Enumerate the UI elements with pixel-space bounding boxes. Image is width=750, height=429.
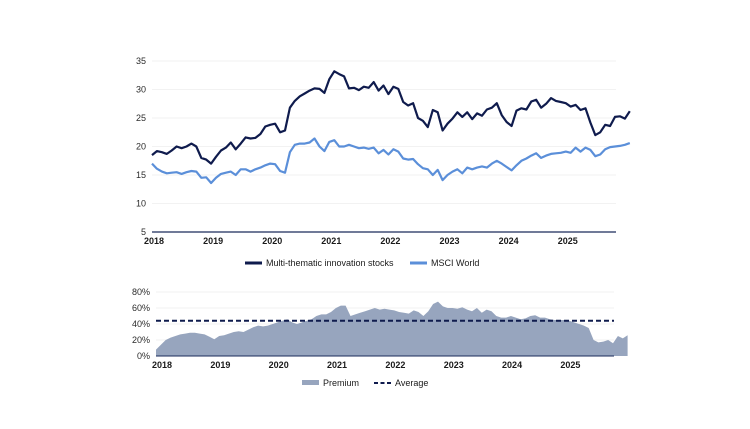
legend-label-average: Average [395, 378, 428, 388]
top-y-tick-label: 20 [136, 142, 146, 152]
top-y-tick-label: 35 [136, 56, 146, 66]
bottom-y-tick-label: 0% [137, 351, 150, 361]
bottom-y-tick-labels: 0% 20% 40% 60% 80% [132, 287, 150, 361]
top-x-tick-label: 2022 [380, 236, 400, 246]
bottom-area-chart: 0%20%40%60%80% 2018 2019 2020 2021 2022 2023 2… [132, 287, 628, 370]
top-x-tick-label: 2018 [144, 236, 164, 246]
bottom-x-tick-labels: 2018 2019 2020 2021 2022 2023 2024 2025 [152, 360, 580, 370]
top-y-tick-label: 15 [136, 170, 146, 180]
top-x-tick-label: 2020 [262, 236, 282, 246]
thematic-series-line [151, 70, 631, 165]
top-legend: Multi-thematic innovation stocks MSCI Wo… [245, 258, 479, 268]
top-x-tick-label: 2024 [499, 236, 519, 246]
top-gridlines [152, 60, 616, 204]
top-y-tick-label: 10 [136, 199, 146, 209]
bottom-y-tick-label: 40% [132, 319, 150, 329]
msci-series-line [151, 137, 631, 185]
bottom-x-tick-label: 2018 [152, 360, 172, 370]
bottom-legend: Premium Average [302, 378, 428, 388]
top-y-tick-label: 25 [136, 113, 146, 123]
top-x-tick-label: 2021 [321, 236, 341, 246]
top-x-tick-label: 2019 [203, 236, 223, 246]
premium-area [156, 301, 628, 356]
bottom-x-tick-label: 2024 [502, 360, 522, 370]
top-y-tick-label: 5 [141, 227, 146, 237]
top-series-lines [151, 70, 631, 185]
bottom-y-tick-label: 20% [132, 335, 150, 345]
bottom-y-tick-label: 60% [132, 303, 150, 313]
bottom-x-tick-label: 2023 [444, 360, 464, 370]
bottom-x-tick-label: 2020 [269, 360, 289, 370]
bottom-x-tick-label: 2021 [327, 360, 347, 370]
bottom-y-tick-label: 80% [132, 287, 150, 297]
top-x-tick-label: 2023 [440, 236, 460, 246]
legend-label-premium: Premium [323, 378, 359, 388]
legend-swatch-premium [302, 380, 319, 385]
legend-label-thematic: Multi-thematic innovation stocks [266, 258, 394, 268]
top-y-tick-label: 30 [136, 85, 146, 95]
bottom-x-tick-label: 2022 [385, 360, 405, 370]
legend-label-msci: MSCI World [431, 258, 479, 268]
bottom-x-tick-label: 2025 [560, 360, 580, 370]
top-x-tick-label: 2025 [558, 236, 578, 246]
top-x-tick-labels: 2018 2019 2020 2021 2022 2023 2024 2025 [144, 236, 578, 246]
bottom-x-tick-label: 2019 [210, 360, 230, 370]
top-y-tick-labels: 5 10 15 20 25 30 35 [136, 56, 146, 237]
